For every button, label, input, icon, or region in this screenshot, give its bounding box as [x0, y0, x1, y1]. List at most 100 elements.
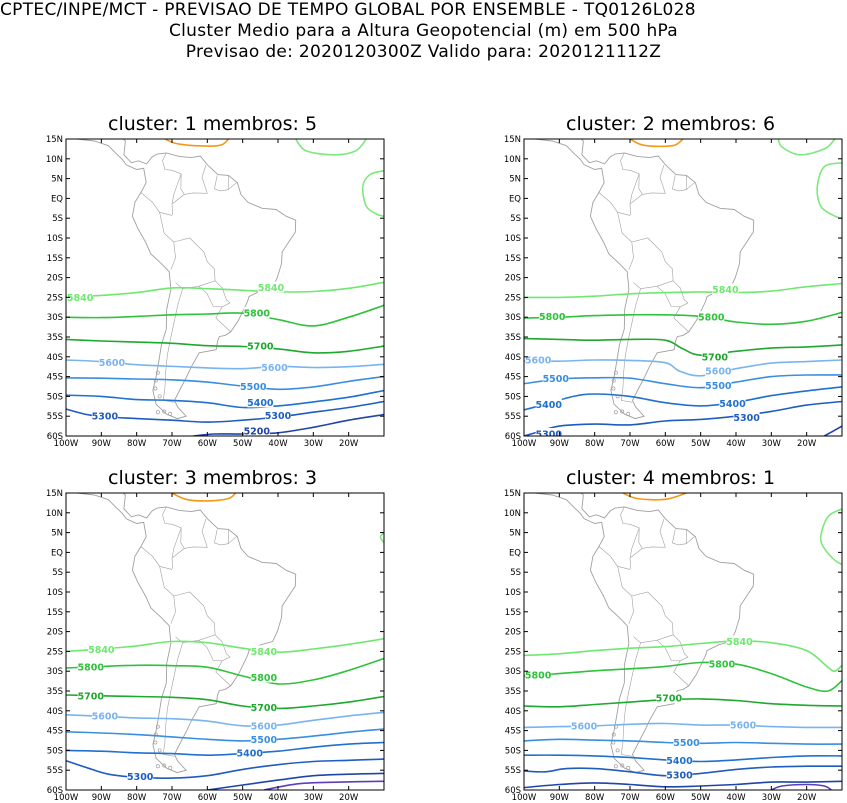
lat-tick-label: EQ — [51, 548, 63, 558]
lon-tick-label: 20W — [797, 439, 817, 449]
map-plot-area: 5840 5800 5800 5700 5600 5600 5500 5500 5400 5400… — [524, 139, 842, 436]
island — [155, 370, 160, 375]
contour-label-5500: 5500 — [673, 738, 700, 749]
contour-label-bg — [708, 658, 735, 670]
island — [611, 386, 616, 391]
contour-label-bg — [67, 291, 94, 303]
coastline — [76, 493, 297, 774]
lat-tick-label: 55S — [47, 412, 63, 422]
lat-tick-label: 5S — [510, 568, 521, 578]
lat-tick-label: 45S — [47, 727, 63, 737]
country-border — [162, 288, 183, 403]
country-border — [198, 634, 231, 662]
lat-tick-label: 40S — [47, 707, 63, 717]
lon-tick-label: 70W — [162, 439, 182, 449]
contour-5400 — [66, 741, 384, 757]
lon-tick-label: 80W — [585, 793, 605, 803]
map-panel-4: 5840 5800 5800 5700 5600 5600 5500 5400 5300 15N 1… — [504, 489, 843, 803]
lon-tick-label: 80W — [585, 439, 605, 449]
lat-tick-label: 55S — [47, 766, 63, 776]
contour-label-bg — [698, 311, 725, 323]
contour-low — [263, 780, 384, 790]
lat-tick-label: 15S — [47, 254, 63, 264]
contour-label-5400: 5400 — [247, 398, 274, 409]
island — [153, 386, 158, 391]
island — [613, 370, 618, 375]
contour-label-5400: 5400 — [666, 756, 693, 767]
lat-tick-label: 25S — [47, 647, 63, 657]
contour-5880 — [777, 139, 836, 156]
contour-5600 — [524, 359, 842, 377]
lon-tick-label: 60W — [198, 439, 218, 449]
contour-5200 — [524, 780, 842, 789]
country-border — [162, 506, 208, 549]
contour-label-bg — [733, 411, 760, 423]
contour-label-5300: 5300 — [733, 413, 760, 424]
lat-tick-label: 5S — [510, 214, 521, 224]
header-line-2: Cluster Medio para a Altura Geopotencial… — [168, 21, 679, 41]
contour-label-5700: 5700 — [251, 703, 278, 714]
lon-tick-label: 40W — [268, 439, 288, 449]
lat-tick-label: 10S — [47, 588, 63, 598]
header-line-1: CPTEC/INPE/MCT - PREVISAO DE TEMPO GLOBA… — [0, 0, 696, 20]
map-frame — [65, 492, 385, 791]
contour-label-bg — [712, 283, 739, 295]
map-panel-3: 5840 5840 5800 5800 5700 5700 5600 5600 5500 5400… — [46, 489, 385, 803]
contour-5500 — [66, 375, 384, 391]
lon-tick-label: 50W — [691, 793, 711, 803]
island — [620, 763, 625, 768]
contour-label-5500: 5500 — [251, 735, 278, 746]
island — [626, 765, 631, 770]
country-border — [629, 173, 640, 216]
lat-tick-label: 10N — [46, 155, 63, 165]
lon-tick-label: 90W — [550, 793, 570, 803]
map-frame — [65, 138, 385, 437]
country-border — [617, 212, 634, 270]
island — [153, 740, 158, 745]
lat-tick-label: 50S — [47, 746, 63, 756]
contour-label-bg — [666, 754, 693, 766]
lat-tick-label: 5N — [51, 175, 63, 185]
contour-label-bg — [77, 661, 104, 673]
lat-tick-label: 30S — [505, 667, 521, 677]
contour-label-5500: 5500 — [240, 382, 267, 393]
lat-tick-label: 35S — [47, 333, 63, 343]
country-border — [173, 591, 216, 644]
lon-tick-label: 70W — [162, 793, 182, 803]
country-border — [656, 634, 689, 662]
country-border — [620, 642, 641, 757]
lon-tick-label: 100W — [512, 439, 537, 449]
lat-tick-label: 45S — [505, 373, 521, 383]
country-border — [214, 529, 229, 546]
lat-tick-label: 5N — [51, 529, 63, 539]
country-border — [598, 192, 631, 216]
lat-tick-label: 45S — [505, 727, 521, 737]
lat-tick-label: 5S — [52, 214, 63, 224]
island — [157, 748, 162, 753]
map-frame — [523, 492, 843, 791]
contour-label-bg — [98, 356, 125, 368]
island — [626, 411, 631, 416]
contour-label-bg — [655, 692, 682, 704]
lat-tick-label: 50S — [505, 746, 521, 756]
country-border — [672, 529, 687, 546]
country-border — [171, 527, 182, 570]
contour-label-5840: 5840 — [67, 293, 94, 304]
contour-label-5600: 5600 — [705, 367, 732, 378]
contour-label-5700: 5700 — [247, 342, 274, 353]
lat-tick-label: 60S — [47, 432, 63, 442]
lon-tick-label: 20W — [339, 793, 359, 803]
contour-label-5600: 5600 — [730, 721, 757, 732]
contour-label-bg — [247, 340, 274, 352]
map-panel-2: 5840 5800 5800 5700 5600 5600 5500 5500 5400 5400… — [504, 135, 843, 449]
lat-tick-label: 10N — [504, 509, 521, 519]
contour-label-5400: 5400 — [536, 400, 563, 411]
panel-title-cluster-4: cluster: 4 membros: 1 — [566, 467, 776, 489]
contour-5840 — [66, 281, 384, 298]
country-border — [140, 192, 173, 216]
contour-5300 — [66, 758, 384, 779]
lon-tick-label: 40W — [726, 439, 746, 449]
contour-5200 — [207, 772, 384, 790]
country-border — [173, 237, 216, 290]
